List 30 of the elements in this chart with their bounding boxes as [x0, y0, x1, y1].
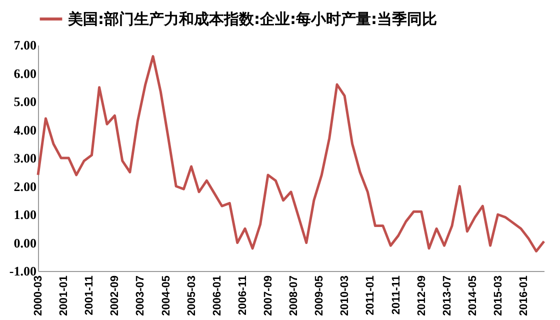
y-tick-label: 2.00 [14, 178, 36, 194]
x-tick-label: 2011-01 [364, 276, 377, 316]
y-tick-label: 1.00 [14, 207, 36, 222]
y-tick-label: 7.00 [14, 38, 36, 52]
x-tick-label: 2001-01 [58, 276, 70, 316]
x-tick-label: 2001-11 [84, 276, 96, 316]
line-series [36, 55, 546, 252]
x-tick-label: 2004-05 [160, 276, 172, 316]
x-tick-label: 2008-07 [288, 276, 300, 316]
x-tick-label: 2005-03 [186, 276, 198, 316]
x-tick-label: 2016-01 [518, 276, 530, 316]
y-tick-label: 6.00 [14, 66, 36, 81]
x-tick-label: 2002-09 [109, 276, 122, 316]
y-tick-label: 0.00 [14, 235, 36, 250]
x-tick-label: 2012-09 [416, 276, 428, 316]
x-tick-label: 2000-03 [32, 276, 44, 316]
x-tick-label: 2014-05 [466, 276, 479, 316]
x-tick-label: 2013-07 [441, 276, 454, 316]
x-tick-label: 2015-03 [492, 276, 504, 316]
y-tick-label: 4.00 [14, 122, 36, 138]
x-tick-label: 2006-01 [211, 276, 224, 316]
x-tick-label: 2009-05 [314, 276, 326, 316]
x-tick-label: 2003-07 [134, 276, 147, 316]
x-tick-label: 2006-11 [236, 276, 249, 316]
x-tick-label: 2011-11 [390, 276, 402, 315]
x-tick-label: 2007-09 [262, 276, 274, 316]
y-tick-label: 5.00 [14, 94, 36, 109]
y-tick-label: 3.00 [14, 150, 36, 166]
legend-label: 美国:部门生产力和成本指数:企业:每小时产量:当季同比 [67, 10, 437, 28]
x-tick-label: 2010-03 [339, 276, 352, 316]
